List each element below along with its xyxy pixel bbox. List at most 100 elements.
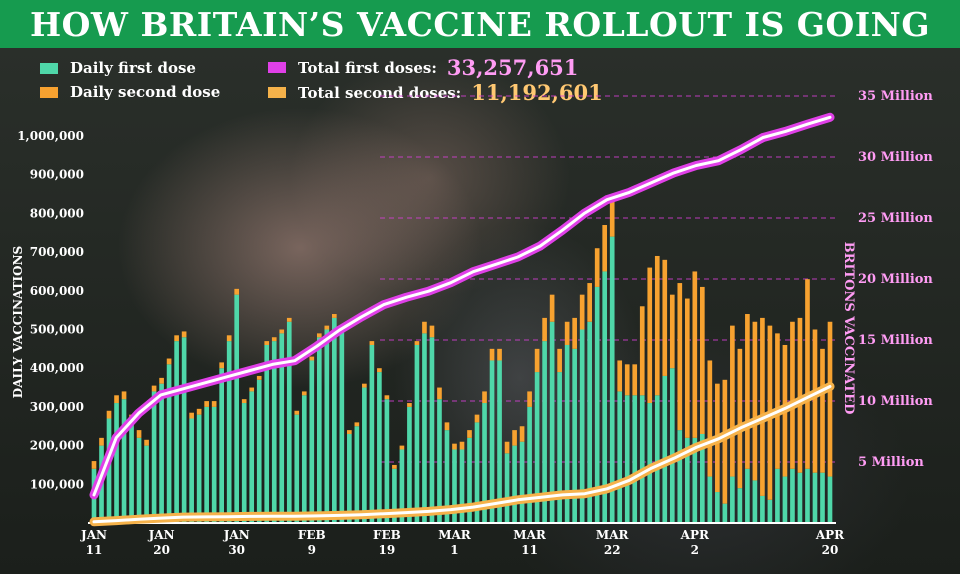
bar-second-dose (572, 317, 577, 349)
bar-first-dose (782, 476, 788, 523)
bar-first-dose (256, 379, 262, 523)
bar-second-dose (144, 439, 149, 446)
bar-second-dose (429, 325, 435, 338)
bar-second-dose (467, 430, 472, 438)
bar-second-dose (647, 267, 653, 404)
legend-swatch-total-second (268, 87, 286, 98)
bar-second-dose (114, 395, 119, 404)
bar-first-dose (294, 414, 300, 523)
bar-second-dose (760, 317, 765, 496)
bar-first-dose (609, 236, 615, 523)
bar-first-dose (204, 406, 209, 523)
bar-second-dose (294, 410, 300, 415)
bar-second-dose (226, 335, 232, 342)
bar-second-dose (392, 464, 397, 469)
bar-first-dose (174, 341, 179, 523)
x-tick-label: JAN 11 (80, 528, 107, 557)
x-tick-label: JAN 30 (223, 528, 250, 557)
bar-second-dose (820, 348, 825, 473)
y-tick-label: 600,000 (30, 284, 84, 298)
bar-first-dose (542, 341, 547, 523)
bar-first-dose (662, 375, 668, 523)
legend-daily-first: Daily first dose (40, 59, 196, 77)
bar-second-dose (684, 298, 690, 438)
bar-second-dose (452, 443, 457, 450)
bar-second-dose (534, 348, 540, 373)
bar-second-dose (136, 430, 142, 438)
bar-second-dose (399, 445, 405, 450)
bar-first-dose (316, 337, 322, 523)
bar-first-dose (527, 406, 532, 523)
right-tick-label: 30 Million (858, 150, 933, 165)
legend-total-second: Total second doses: 11,192,601 (268, 80, 603, 105)
bar-first-dose (114, 403, 119, 523)
bar-first-dose (684, 437, 690, 523)
bar-second-dose (211, 401, 217, 407)
bar-second-dose (204, 401, 209, 407)
bar-second-dose (617, 360, 623, 392)
bar-first-dose (159, 383, 164, 523)
bar-second-dose (827, 321, 833, 477)
bar-second-dose (444, 422, 450, 431)
bar-first-dose (594, 286, 600, 523)
bar-second-dose (196, 408, 202, 415)
bar-first-dose (677, 430, 683, 523)
bar-second-dose (602, 225, 608, 272)
y-tick-label: 700,000 (30, 245, 84, 259)
right-tick-label: 35 Million (858, 89, 933, 104)
bar-second-dose (271, 337, 277, 342)
bar-second-dose (512, 430, 517, 446)
bar-second-dose (482, 391, 487, 404)
page-title: HOW BRITAIN’S VACCINE ROLLOUT IS GOING (29, 4, 931, 44)
bar-first-dose (767, 499, 773, 523)
headline-banner: HOW BRITAIN’S VACCINE ROLLOUT IS GOING (0, 0, 960, 48)
bar-first-dose (482, 403, 487, 523)
bar-first-dose (632, 395, 638, 523)
bar-second-dose (594, 248, 600, 287)
bar-second-dose (331, 314, 337, 318)
bar-second-dose (677, 283, 683, 431)
bar-first-dose (730, 476, 735, 523)
bar-first-dose (429, 337, 435, 523)
bar-second-dose (241, 399, 247, 404)
bar-first-dose (624, 395, 630, 523)
bar-second-dose (489, 348, 495, 361)
bar-second-dose (805, 279, 810, 469)
bar-first-dose (347, 433, 352, 523)
bar-first-dose (579, 329, 585, 523)
bar-second-dose (407, 403, 412, 407)
bar-first-dose (699, 433, 705, 523)
bar-second-dose (504, 441, 510, 454)
bar-second-dose (692, 271, 698, 438)
bar-second-dose (527, 391, 532, 407)
bar-first-dose (392, 468, 397, 523)
bar-second-dose (557, 348, 562, 373)
bar-second-dose (377, 368, 382, 373)
bar-second-dose (459, 441, 465, 450)
bar-first-dose (467, 437, 472, 523)
bar-second-dose (699, 286, 705, 434)
bar-first-dose (399, 449, 405, 523)
bar-first-dose (707, 476, 713, 523)
bar-second-dose (286, 317, 292, 322)
bar-second-dose (632, 364, 638, 396)
bar-first-dose (414, 344, 420, 523)
y-tick-label: 200,000 (30, 439, 84, 453)
bar-second-dose (301, 391, 307, 396)
y-tick-label: 500,000 (30, 323, 84, 337)
legend-label-total-second: Total second doses: (298, 83, 462, 102)
right-tick-label: 10 Million (858, 394, 933, 409)
bar-second-dose (362, 383, 367, 388)
bar-first-dose (504, 453, 510, 523)
right-tick-label: 20 Million (858, 272, 933, 287)
total-first-doses-line (92, 115, 832, 497)
bar-first-dose (219, 368, 225, 523)
bar-first-dose (564, 344, 570, 523)
bar-first-dose (377, 372, 382, 523)
bar-first-dose (760, 495, 765, 523)
bar-first-dose (639, 395, 645, 523)
bar-second-dose (234, 288, 240, 295)
legend-swatch-total-first (268, 62, 286, 73)
bar-first-dose (407, 406, 412, 523)
